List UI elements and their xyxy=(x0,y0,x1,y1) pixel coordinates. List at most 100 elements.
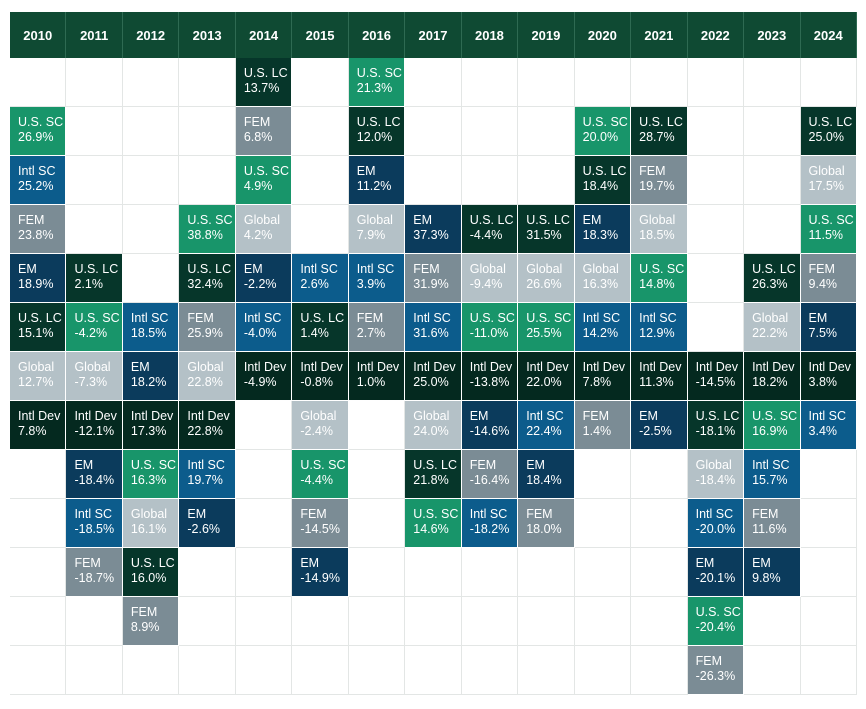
return-cell: Intl SC -4.0% xyxy=(235,303,293,352)
empty-cell xyxy=(574,597,632,646)
return-value-label: 12.9% xyxy=(639,326,675,340)
asset-class-label: Intl SC xyxy=(639,311,677,325)
return-cell: U.S. LC -18.1% xyxy=(687,401,745,450)
asset-class-label: Intl Dev xyxy=(243,360,287,374)
empty-cell xyxy=(744,597,801,646)
asset-class-label: U.S. LC xyxy=(356,115,401,129)
return-cell: Intl SC -18.2% xyxy=(461,499,519,548)
return-cell: U.S. SC 16.3% xyxy=(122,450,180,499)
return-cell: U.S. SC -11.0% xyxy=(461,303,519,352)
empty-cell xyxy=(574,58,632,107)
return-cell: Intl Dev -14.5% xyxy=(687,352,745,401)
asset-class-label: Global xyxy=(18,360,55,374)
asset-class-label: Global xyxy=(356,213,393,227)
return-cell: Intl SC 12.9% xyxy=(631,303,688,352)
asset-class-label: Intl SC xyxy=(752,458,790,472)
empty-cell xyxy=(744,156,801,205)
return-value-label: 3.4% xyxy=(808,424,838,438)
empty-cell xyxy=(10,499,67,548)
return-cell: Intl SC 3.9% xyxy=(348,254,406,303)
return-cell: U.S. LC 13.7% xyxy=(235,58,293,107)
return-value-label: -9.4% xyxy=(469,277,503,291)
return-value-label: 14.8% xyxy=(639,277,675,291)
return-value-label: 25.9% xyxy=(187,326,223,340)
empty-cell xyxy=(10,597,67,646)
asset-class-label: Global xyxy=(526,262,563,276)
return-value-label: 25.0% xyxy=(413,375,449,389)
return-value-label: -11.0% xyxy=(469,326,509,340)
empty-cell xyxy=(687,107,745,156)
return-value-label: 32.4% xyxy=(187,277,223,291)
empty-cell xyxy=(66,107,123,156)
empty-cell xyxy=(518,597,575,646)
return-cell: Global 22.2% xyxy=(744,303,801,352)
empty-cell xyxy=(10,450,67,499)
empty-cell xyxy=(179,156,236,205)
return-value-label: 26.6% xyxy=(526,277,562,291)
asset-class-label: Intl SC xyxy=(300,262,338,276)
empty-cell xyxy=(66,58,123,107)
return-value-label: 16.1% xyxy=(130,522,167,536)
empty-cell xyxy=(800,646,857,695)
asset-class-label: U.S. LC xyxy=(639,115,683,129)
return-value-label: -18.2% xyxy=(469,522,510,536)
return-cell: U.S. SC 14.6% xyxy=(405,499,462,548)
asset-class-label: Intl SC xyxy=(187,458,225,472)
return-value-label: 2.7% xyxy=(356,326,386,340)
return-cell: FEM 19.7% xyxy=(631,156,688,205)
empty-cell xyxy=(348,597,406,646)
asset-class-label: Global xyxy=(639,213,676,227)
asset-class-label: Intl Dev xyxy=(526,360,569,374)
return-cell: FEM -18.7% xyxy=(66,548,123,597)
return-value-label: 9.8% xyxy=(752,571,781,585)
asset-class-label: U.S. LC xyxy=(582,164,627,178)
empty-cell xyxy=(348,499,406,548)
return-cell: Intl SC 15.7% xyxy=(744,450,801,499)
return-cell: Intl Dev -4.9% xyxy=(235,352,293,401)
asset-class-label: U.S. LC xyxy=(808,115,853,129)
empty-cell xyxy=(574,548,632,597)
return-cell: Intl Dev 22.8% xyxy=(179,401,236,450)
asset-class-label: Intl SC xyxy=(582,311,621,325)
return-cell: U.S. LC 18.4% xyxy=(574,156,632,205)
year-header-2022: 2022 xyxy=(687,12,745,58)
empty-cell xyxy=(800,58,857,107)
return-cell: U.S. LC 1.4% xyxy=(292,303,349,352)
return-value-label: -18.4% xyxy=(695,473,736,487)
empty-cell xyxy=(292,646,349,695)
asset-class-label: Intl SC xyxy=(413,311,451,325)
return-value-label: -18.4% xyxy=(74,473,115,487)
return-value-label: 25.5% xyxy=(526,326,562,340)
return-value-label: 1.4% xyxy=(300,326,329,340)
return-cell: FEM -16.4% xyxy=(461,450,519,499)
asset-class-label: U.S. LC xyxy=(413,458,458,472)
asset-class-label: EM xyxy=(243,262,263,276)
return-value-label: 7.9% xyxy=(356,228,386,242)
return-value-label: -20.0% xyxy=(695,522,736,536)
return-cell: Global 4.2% xyxy=(235,205,293,254)
empty-cell xyxy=(122,646,180,695)
asset-class-label: FEM xyxy=(300,507,327,521)
return-cell: U.S. SC 16.9% xyxy=(744,401,801,450)
return-cell: FEM 9.4% xyxy=(800,254,857,303)
empty-cell xyxy=(292,205,349,254)
return-value-label: 7.8% xyxy=(18,424,47,438)
asset-class-label: FEM xyxy=(582,409,610,423)
asset-class-label: EM xyxy=(356,164,376,178)
return-cell: EM 18.9% xyxy=(10,254,67,303)
asset-class-label: U.S. SC xyxy=(413,507,459,521)
return-cell: U.S. LC 16.0% xyxy=(122,548,180,597)
return-cell: Intl Dev 1.0% xyxy=(348,352,406,401)
asset-class-label: Intl SC xyxy=(469,507,508,521)
return-value-label: 16.0% xyxy=(130,571,167,585)
return-value-label: 38.8% xyxy=(187,228,223,242)
return-value-label: 18.5% xyxy=(639,228,675,242)
asset-class-label: Intl SC xyxy=(526,409,564,423)
asset-class-label: Intl Dev xyxy=(808,360,851,374)
return-cell: EM 18.2% xyxy=(122,352,180,401)
asset-class-label: FEM xyxy=(356,311,384,325)
return-value-label: 22.4% xyxy=(526,424,562,438)
asset-class-label: U.S. LC xyxy=(243,66,288,80)
return-value-label: 13.7% xyxy=(243,81,280,95)
empty-cell xyxy=(292,107,349,156)
